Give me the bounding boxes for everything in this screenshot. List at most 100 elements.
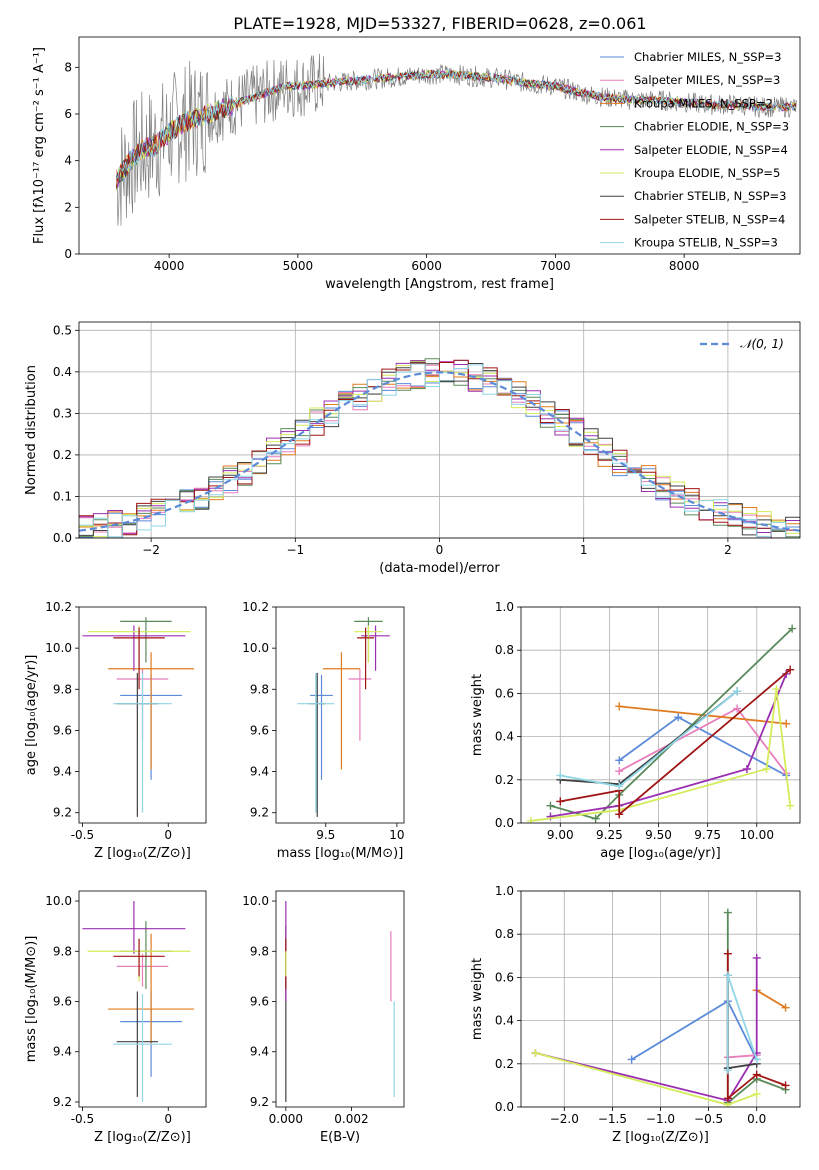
normal-reference-curve: [79, 371, 800, 532]
point-marker: [556, 797, 565, 806]
residuals-panel: −2 −1 0 1 2 0.0 0.1 0.2 0.3 0.4 0.5 (data-model)/er…: [24, 321, 801, 576]
point-marker: [556, 771, 565, 780]
x-tick-label: 9.25: [596, 828, 623, 842]
y-tick-label: 9.6: [53, 995, 72, 1009]
x-tick-label: 0.000: [269, 1112, 303, 1126]
y-tick-label: 9.4: [53, 765, 72, 779]
x-tick-label: 0.002: [334, 1112, 368, 1126]
y-tick-label: 10.0: [45, 641, 72, 655]
y-tick-label: 0.6: [495, 970, 514, 984]
y-tick-label: 0.2: [495, 773, 514, 787]
axes-frame: [78, 890, 207, 1108]
x-axis-label: Z [log₁₀(Z/Z⊙)]: [94, 1130, 191, 1145]
point-marker: [781, 1003, 790, 1012]
y-axis-label: mass weight: [470, 958, 485, 1040]
point-marker: [733, 704, 742, 713]
y-tick-label: 9.8: [53, 682, 72, 696]
x-tick-label: -0.5: [71, 828, 94, 842]
x-tick-label: −1.0: [646, 1112, 675, 1126]
point-marker: [546, 801, 555, 810]
y-tick-label: 9.8: [250, 944, 269, 958]
y-tick-label: 0.4: [53, 365, 72, 379]
y-tick-label: 4: [64, 154, 72, 168]
point-marker: [752, 1070, 761, 1079]
y-axis-label: age [log₁₀(age/yr)]: [24, 655, 39, 776]
y-tick-label: 9.6: [250, 995, 269, 1009]
y-axis-label: mass weight: [470, 674, 485, 756]
x-tick-label: 1: [580, 543, 588, 557]
legend-label: Kroupa MILES, N_SSP=2: [634, 96, 773, 110]
y-tick-label: 9.4: [250, 1045, 269, 1059]
series-line: [535, 958, 758, 1102]
point-marker: [752, 1090, 761, 1099]
y-tick-label: 10.0: [242, 894, 269, 908]
axes-frame: [78, 321, 801, 539]
point-marker: [782, 719, 791, 728]
x-tick-label: 10.00: [740, 828, 774, 842]
legend-label: Salpeter ELODIE, N_SSP=4: [634, 143, 788, 157]
point-marker: [615, 810, 624, 819]
y-tick-label: 0.3: [53, 406, 72, 420]
point-marker: [723, 949, 732, 958]
series-line: [631, 999, 758, 1061]
x-tick-label: 10: [389, 828, 404, 842]
histogram-step: [79, 363, 800, 538]
point-marker: [786, 665, 795, 674]
x-tick-label: 4000: [154, 259, 185, 273]
x-tick-label: −1.5: [598, 1112, 627, 1126]
x-tick-label: 6000: [411, 259, 442, 273]
point-marker: [723, 971, 732, 980]
point-marker: [723, 1094, 732, 1103]
legend-label: Chabrier ELODIE, N_SSP=3: [634, 120, 789, 134]
x-axis-label: Z [log₁₀(Z/Z⊙)]: [612, 1130, 709, 1145]
x-axis-label: age [log₁₀(age/yr)]: [600, 846, 721, 861]
point-marker: [615, 767, 624, 776]
x-tick-label: 2: [724, 543, 732, 557]
point-marker: [627, 1055, 636, 1064]
point-marker: [615, 756, 624, 765]
legend-label: 𝒩(0, 1): [740, 337, 784, 351]
y-tick-label: 0.8: [495, 927, 514, 941]
point-marker: [742, 765, 751, 773]
mass-vs-Z-panel: -0.5 0 9.2 9.4 9.6 9.8 10.0 Z [log₁₀(Z/Z⊙)] mass…: [24, 890, 207, 1145]
point-marker: [615, 702, 624, 711]
y-tick-label: 8: [64, 60, 72, 74]
y-tick-label: 9.4: [53, 1045, 72, 1059]
histogram-step: [79, 359, 800, 538]
axes-frame: [520, 890, 801, 1108]
x-tick-label: 0: [436, 543, 444, 557]
x-tick-label: 9.00: [547, 828, 574, 842]
figure-title: PLATE=1928, MJD=53327, FIBERID=0628, z=0…: [233, 14, 646, 33]
y-tick-label: 0.0: [495, 1100, 514, 1114]
spectrum-panel: 4000 5000 6000 7000 8000 0 2 4 6 8 wavelength [Ang…: [32, 36, 801, 292]
series-line: [560, 668, 791, 817]
x-tick-label: 8000: [669, 259, 700, 273]
point-marker: [674, 713, 683, 722]
axes-frame: [275, 606, 405, 824]
y-tick-label: 10.0: [45, 894, 72, 908]
point-marker: [786, 801, 795, 810]
y-tick-label: 0: [64, 247, 72, 261]
x-tick-label: 0: [164, 828, 172, 842]
mass-vs-EBV-panel: 0.000 0.002 9.2 9.4 9.6 9.8 10.0 E(B-V): [242, 890, 405, 1145]
point-marker: [752, 1055, 761, 1064]
point-marker: [772, 685, 781, 694]
model-spectrum-line: [115, 69, 797, 190]
y-tick-label: 0.6: [495, 686, 514, 700]
y-tick-label: 2: [64, 200, 72, 214]
y-tick-label: 0.1: [53, 489, 72, 503]
y-tick-label: 0.8: [495, 643, 514, 657]
legend-label: Salpeter STELIB, N_SSP=4: [634, 212, 785, 226]
x-tick-label: 9.5: [316, 828, 335, 842]
point-marker: [733, 687, 742, 696]
series-line: [727, 1054, 757, 1059]
series-line: [550, 673, 788, 818]
axes-frame: [520, 606, 801, 824]
x-tick-label: 5000: [283, 259, 314, 273]
x-tick-label: 0.0: [747, 1112, 766, 1126]
y-tick-label: 0.2: [495, 1057, 514, 1071]
y-tick-label: 0.4: [495, 1014, 514, 1028]
y-tick-label: 9.2: [53, 1095, 72, 1109]
x-axis-label: (data-model)/error: [379, 561, 500, 576]
